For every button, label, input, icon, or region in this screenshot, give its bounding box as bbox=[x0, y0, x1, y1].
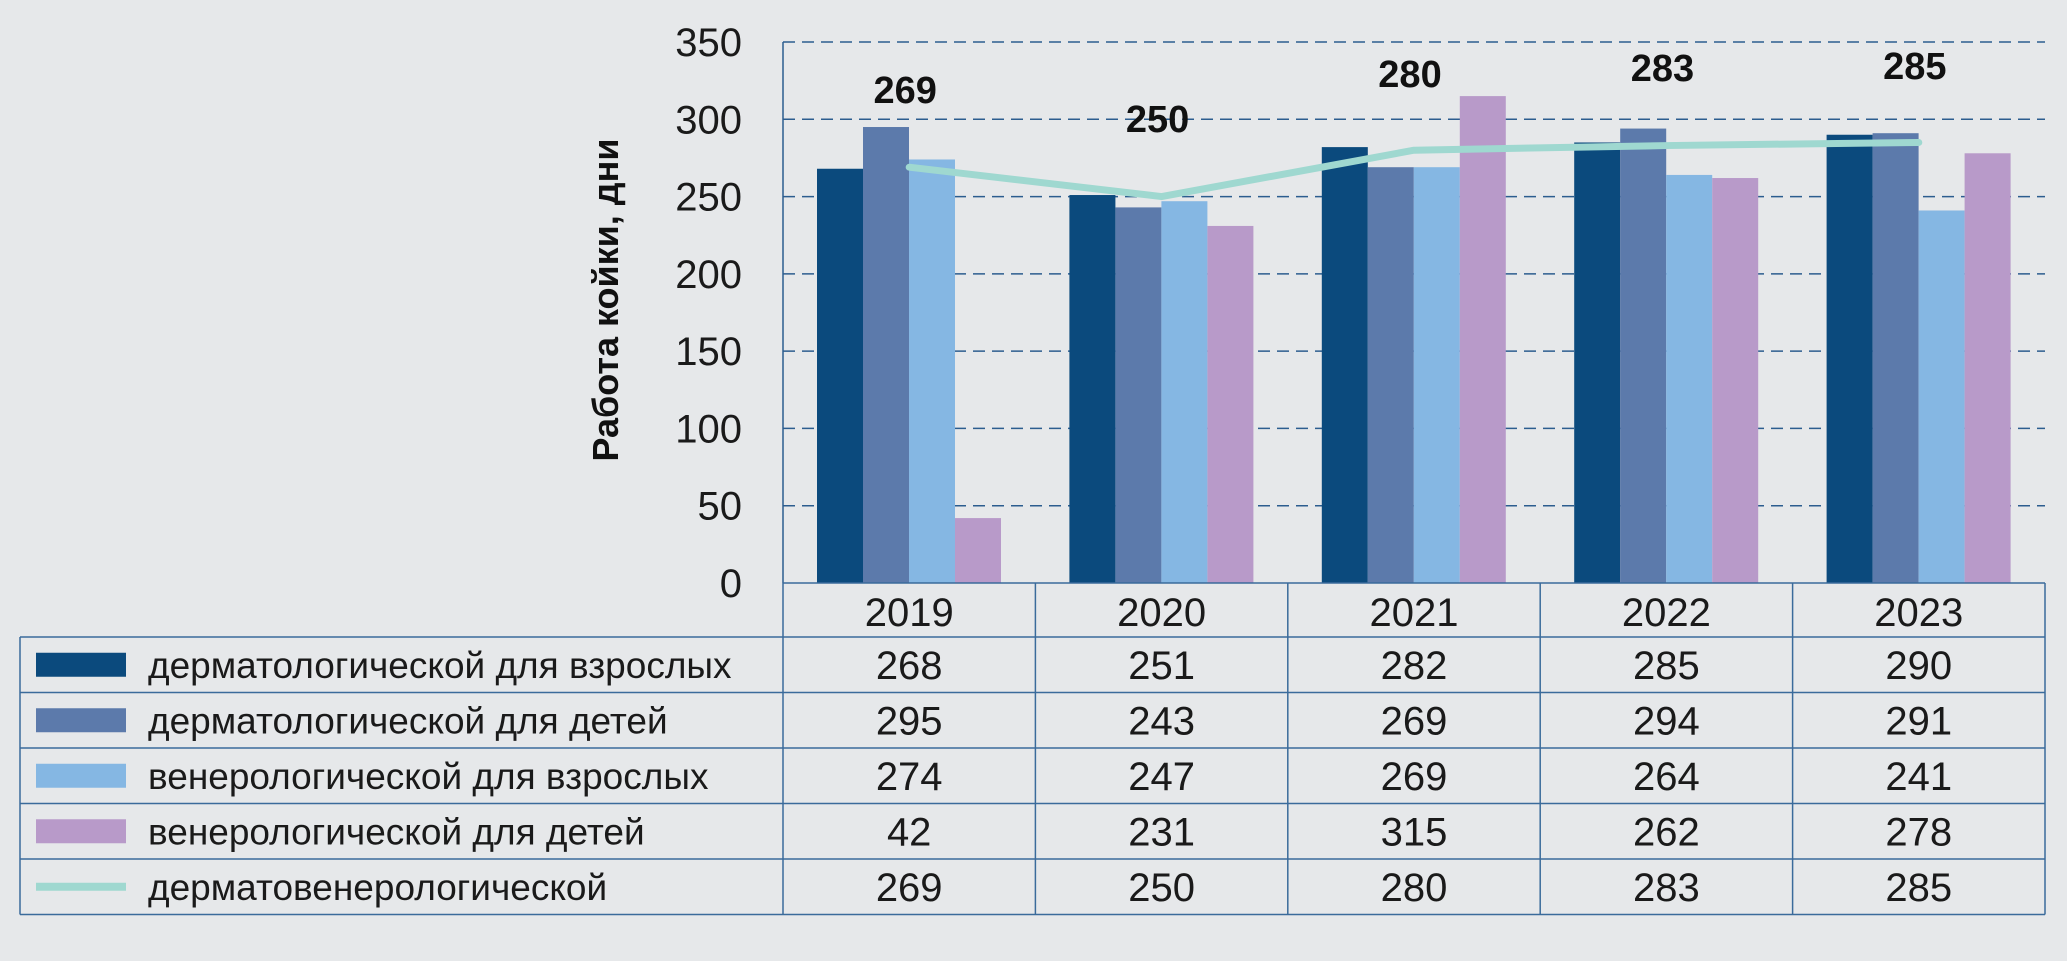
table-cell-value: 269 bbox=[1381, 755, 1448, 799]
bars bbox=[817, 96, 2011, 584]
x-tick-label: 2019 bbox=[865, 591, 954, 635]
bar bbox=[863, 127, 909, 583]
line-series-path bbox=[905, 138, 1923, 201]
y-tick-label: 250 bbox=[675, 176, 742, 220]
table-cell-value: 269 bbox=[876, 866, 943, 910]
bar bbox=[1115, 207, 1162, 584]
table-cell-value: 269 bbox=[1381, 699, 1448, 743]
y-tick-label: 0 bbox=[720, 562, 742, 606]
table-cell-value: 243 bbox=[1128, 699, 1195, 743]
bar bbox=[1620, 128, 1667, 583]
legend-swatch bbox=[36, 763, 126, 788]
table-cell-value: 282 bbox=[1381, 644, 1448, 688]
table-cell-value: 285 bbox=[1885, 866, 1952, 910]
y-tick-label: 150 bbox=[675, 330, 742, 374]
table-cell-value: 278 bbox=[1885, 810, 1952, 854]
table-cell-value: 231 bbox=[1128, 810, 1195, 854]
bar bbox=[909, 159, 955, 583]
legend-swatch bbox=[36, 652, 126, 677]
x-tick-label: 2023 bbox=[1874, 591, 1963, 635]
table-cell-value: 268 bbox=[876, 644, 943, 688]
y-tick-label: 300 bbox=[675, 98, 742, 142]
bar bbox=[1207, 225, 1254, 583]
bar bbox=[1964, 153, 2011, 583]
legend-label: дерматовенерологической bbox=[148, 867, 607, 908]
bar bbox=[1918, 210, 1965, 584]
y-axis-ticks: 0 50 100 150 200 250 300 350 bbox=[675, 21, 742, 606]
table-cell-value: 274 bbox=[876, 755, 943, 799]
bar bbox=[1321, 147, 1368, 583]
total-data-label: 280 bbox=[1378, 54, 1441, 96]
legend-label: дерматологической для взрослых bbox=[148, 645, 732, 686]
legend-label: венерологической для взрослых bbox=[148, 756, 709, 797]
table-cell-value: 315 bbox=[1381, 810, 1448, 854]
bar bbox=[1872, 133, 1919, 583]
x-tick-label: 2020 bbox=[1117, 591, 1206, 635]
table-cell-value: 241 bbox=[1885, 755, 1952, 799]
total-data-label: 283 bbox=[1631, 48, 1694, 90]
total-data-label: 269 bbox=[873, 70, 936, 112]
bar bbox=[1367, 167, 1414, 583]
bar bbox=[1666, 174, 1713, 583]
x-tick-label: 2022 bbox=[1622, 591, 1711, 635]
line-series bbox=[905, 138, 1923, 201]
total-data-label: 250 bbox=[1126, 99, 1189, 141]
table-cell-value: 294 bbox=[1633, 699, 1700, 743]
bar bbox=[1413, 167, 1460, 583]
legend-label: венерологической для детей bbox=[148, 811, 645, 852]
total-data-label: 285 bbox=[1883, 46, 1946, 88]
x-tick-label: 2021 bbox=[1370, 591, 1459, 635]
bar bbox=[1712, 178, 1759, 583]
table-cell-value: 280 bbox=[1381, 866, 1448, 910]
y-tick-label: 50 bbox=[698, 485, 743, 529]
table-cell-value: 42 bbox=[887, 810, 932, 854]
table-cell-value: 295 bbox=[876, 699, 943, 743]
bar bbox=[1826, 134, 1873, 583]
y-tick-label: 100 bbox=[675, 407, 742, 451]
data-labels: 269 250 280 283 285 bbox=[873, 46, 1946, 141]
legend-label: дерматологической для детей bbox=[148, 700, 668, 741]
y-tick-label: 200 bbox=[675, 253, 742, 297]
bar bbox=[1574, 142, 1621, 583]
bar bbox=[817, 168, 863, 583]
legend-swatch-line bbox=[36, 882, 126, 891]
y-axis-label: Работа койки, дни bbox=[585, 138, 626, 461]
table-cell-value: 247 bbox=[1128, 755, 1195, 799]
table-cell-value: 285 bbox=[1633, 644, 1700, 688]
table-cell-value: 290 bbox=[1885, 644, 1952, 688]
legend-swatch bbox=[36, 819, 126, 844]
data-table: 2019 2020 2021 2022 2023 дерматологической дл… bbox=[19, 582, 2046, 916]
table-cell-value: 250 bbox=[1128, 866, 1195, 910]
legend-swatch bbox=[36, 708, 126, 733]
table-cell-value: 262 bbox=[1633, 810, 1700, 854]
y-tick-label: 350 bbox=[675, 21, 742, 65]
table-cell-value: 251 bbox=[1128, 644, 1195, 688]
bar bbox=[955, 518, 1001, 583]
table-cell-value: 291 bbox=[1885, 699, 1952, 743]
bar bbox=[1069, 195, 1116, 584]
table-cell-value: 264 bbox=[1633, 755, 1700, 799]
bar bbox=[1459, 96, 1506, 583]
bar bbox=[1161, 201, 1208, 584]
table-cell-value: 283 bbox=[1633, 866, 1700, 910]
